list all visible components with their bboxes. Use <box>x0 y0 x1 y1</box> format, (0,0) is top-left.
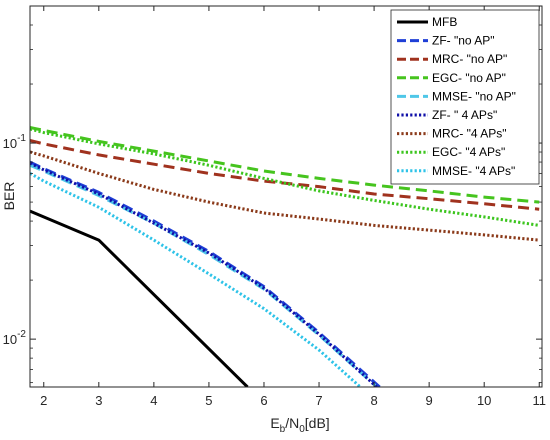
legend-label-7: MRC- "4 APs" <box>432 127 507 141</box>
series-line-9 <box>30 172 362 387</box>
x-tick-label: 8 <box>370 393 377 408</box>
x-tick-label: 3 <box>95 393 102 408</box>
legend-label-3: MRC- "no AP" <box>432 52 507 66</box>
series-line-2 <box>30 160 381 387</box>
x-axis-title-sub-b: b <box>280 424 286 435</box>
series-line-6 <box>30 161 378 387</box>
series-line-1 <box>30 209 249 387</box>
legend-label-9: MMSE- "4 APs" <box>432 164 515 178</box>
y-tick-label: 10-2 <box>3 329 27 347</box>
legend-label-8: EGC- "4 APs" <box>432 145 505 159</box>
legend-label-6: ZF- " 4 APs" <box>432 108 497 122</box>
x-tick-label: 9 <box>426 393 433 408</box>
y-tick-label: 10-1 <box>3 133 27 151</box>
series-line-4 <box>30 126 540 204</box>
x-tick-label: 2 <box>40 393 47 408</box>
series-line-8 <box>30 127 540 227</box>
x-tick-label: 6 <box>260 393 267 408</box>
legend: MFB ZF- "no AP" MRC- "no AP" EGC- "no AP" MM… <box>390 9 540 185</box>
x-axis-title-tail: [dB] <box>305 415 330 431</box>
x-tick-label: 10 <box>477 393 491 408</box>
x-tick-label: 7 <box>315 393 322 408</box>
legend-label-2: ZF- "no AP" <box>432 34 495 48</box>
x-axis-title: Eb/N0[dB] <box>270 415 329 435</box>
x-axis-title-sub-0: 0 <box>299 424 305 435</box>
x-axis-title-mid: /N <box>285 415 299 431</box>
y-axis-title: BER <box>1 182 17 211</box>
legend-label-1: MFB <box>432 15 457 29</box>
plot-frame <box>29 5 543 388</box>
legend-label-4: EGC- "no AP" <box>432 71 506 85</box>
x-tick-label: 4 <box>150 393 157 408</box>
legend-label-5: MMSE- "no AP" <box>432 89 516 103</box>
x-tick-label: 5 <box>205 393 212 408</box>
x-axis-title-main: E <box>270 415 279 431</box>
series-line-3 <box>30 139 540 211</box>
series-line-7 <box>30 150 540 242</box>
x-tick-label: 11 <box>532 393 546 408</box>
